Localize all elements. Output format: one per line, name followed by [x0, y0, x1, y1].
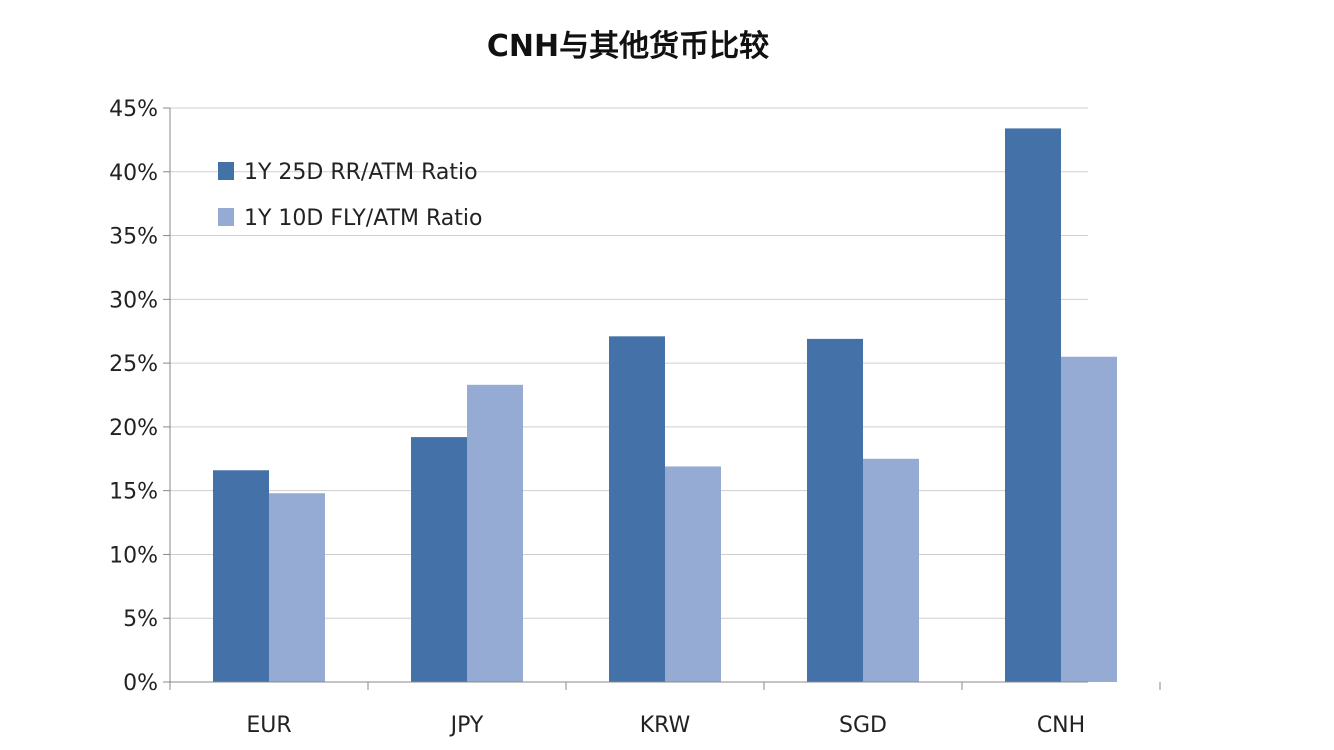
x-tick-label: KRW — [640, 713, 691, 738]
x-tick-label: CNH — [1037, 713, 1085, 738]
bar-eur-series2 — [269, 493, 325, 682]
y-tick-label: 45% — [109, 97, 158, 122]
bar-krw-series1 — [609, 336, 665, 682]
y-tick-label: 20% — [109, 416, 158, 441]
bar-cnh-series2 — [1061, 356, 1117, 682]
bar-jpy-series2 — [467, 384, 523, 682]
y-tick-label: 0% — [123, 671, 158, 696]
x-axis — [169, 108, 1161, 690]
y-tick-label: 5% — [123, 607, 158, 632]
x-axis-labels: EUR JPY KRW SGD CNH — [246, 713, 1085, 738]
y-tick-label: 25% — [109, 352, 158, 377]
bar-sgd-series2 — [863, 458, 919, 682]
bar-cnh-series1 — [1005, 128, 1061, 683]
bar-sgd-series1 — [807, 338, 863, 682]
x-tick-label: EUR — [246, 713, 291, 738]
bar-jpy-series1 — [411, 437, 467, 682]
x-tick-label: SGD — [839, 713, 887, 738]
legend-swatch — [218, 208, 234, 226]
legend-label: 1Y 10D FLY/ATM Ratio — [244, 206, 482, 231]
bar-eur-series1 — [213, 470, 269, 682]
bar-krw-series2 — [665, 466, 721, 682]
y-tick-label: 35% — [109, 225, 158, 250]
bars — [213, 128, 1117, 683]
y-tick-label: 40% — [109, 161, 158, 186]
y-tick-label: 30% — [109, 288, 158, 313]
legend: 1Y 25D RR/ATM Ratio 1Y 10D FLY/ATM Ratio — [218, 160, 482, 231]
y-tick-label: 10% — [109, 543, 158, 568]
legend-label: 1Y 25D RR/ATM Ratio — [244, 160, 478, 185]
y-axis-ticks: 0% 5% 10% 15% 20% 25% 30% 35% 40% 45% — [109, 97, 170, 696]
chart-title: CNH与其他货币比较 — [487, 29, 769, 64]
x-tick-label: JPY — [449, 713, 484, 738]
y-tick-label: 15% — [109, 480, 158, 505]
legend-swatch — [218, 162, 234, 180]
